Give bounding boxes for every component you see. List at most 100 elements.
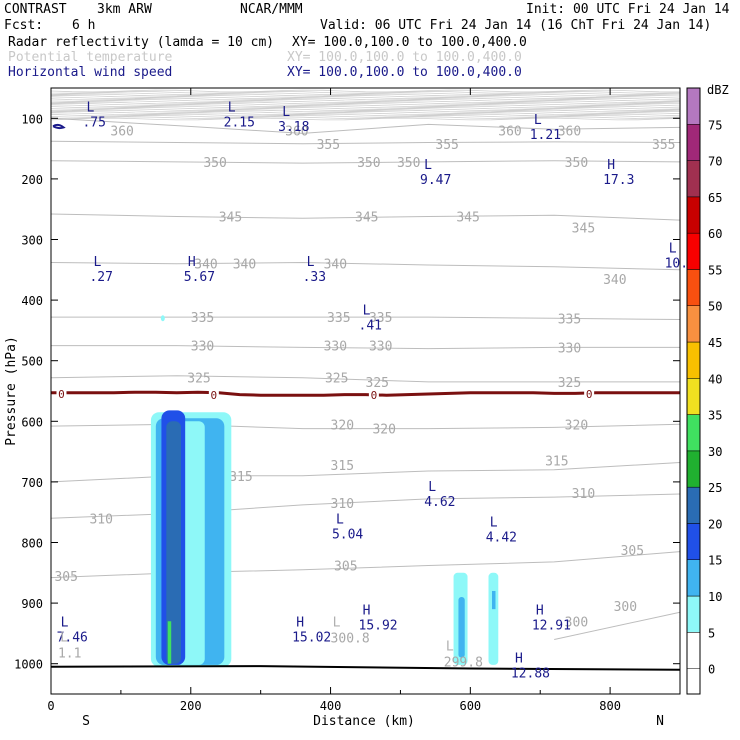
field-theta-xy: XY= 100.0,100.0 to 100.0,400.0 [287,50,522,65]
theta-extremum-type: L [60,631,68,646]
colorbar-swatch [686,196,701,234]
colorbar-level-label: 70 [708,155,722,169]
wind-extremum-type: L [490,515,498,530]
colorbar-swatch [686,160,701,198]
isentrope-label: 315 [545,455,568,470]
y-tick-label: 400 [21,294,43,308]
app-title: CONTRAST [4,2,67,17]
colorbar-frame [686,87,701,695]
north-label: N [656,714,664,729]
colorbar-swatch [686,523,701,560]
zero-contour-label: 0 [58,388,65,401]
forecast-label: Fcst: [4,18,44,33]
wind-extremum-value: .75 [82,115,105,130]
isentrope-label: 320 [372,423,395,438]
isentrope-label: 305 [621,544,644,559]
wind-extremum-type: L [424,158,432,173]
wind-contour-marker [52,123,66,130]
reflectivity-speck [160,315,165,322]
colorbar-swatch [686,305,701,343]
colorbar-level-label: 0 [708,663,715,677]
wind-extremum-value: 12.91 [532,618,571,633]
isentrope-345-line [50,213,681,221]
isentrope-label: 335 [191,311,214,326]
isentrope-label: 305 [54,570,77,585]
isentrope-label: 310 [331,497,354,512]
isentrope-label: 305 [334,560,357,575]
wind-extremum-value: 7.46 [57,630,88,645]
colorbar-swatch [686,232,701,270]
isentrope-label: 360 [558,124,581,139]
colorbar-unit-label: dBZ [707,83,729,97]
wind-extremum-value: 15.02 [292,630,331,645]
zero-label-bg [56,387,67,401]
colorbar-level-label: 35 [708,409,722,423]
colorbar-swatch [686,124,701,161]
isentrope-label: 325 [187,372,210,387]
wind-extremum-value: 17.3 [603,173,634,188]
isentrope-label: 315 [331,459,354,474]
isentrope-label: 360 [110,124,133,139]
wind-extremum-type: L [94,255,102,270]
colorbar-swatch [686,486,701,524]
isentrope-label: 350 [565,156,588,171]
colorbar-level-label: 60 [708,227,722,241]
isentrope-upper-line [50,115,680,118]
isentrope-label: 300 [614,600,637,615]
y-tick-label: 600 [21,415,43,429]
x-tick-label: 200 [180,699,202,713]
isentrope-300-line [554,611,681,640]
colorbar-swatch [686,269,701,306]
isentrope-label: 320 [331,418,354,433]
x-tick-label: 800 [599,699,621,713]
wind-extremum-type: L [282,105,290,120]
isentrope-350-line [50,160,681,164]
wind-extremum-value: .27 [89,270,112,285]
wind-extremum-value: 3.18 [278,120,309,135]
y-tick-label: 900 [21,597,43,611]
wind-extremum-type: H [188,255,196,270]
wind-extremum-type: L [228,100,236,115]
y-tick-label: 800 [21,537,43,551]
isentrope-upper-line [50,103,681,106]
x-tick-label: 400 [320,699,342,713]
y-tick-label: 700 [21,476,43,490]
plot-frame [50,87,681,695]
colorbar-level-label: 25 [708,481,722,495]
isentrope-label: 340 [233,258,256,273]
zero-label-bg [208,388,219,402]
colorbar-level-label: 20 [708,517,722,531]
isentrope-upper-line [50,112,681,116]
isentrope-upper-line [50,111,681,114]
isentrope-upper-line [50,105,681,109]
y-tick-label: 100 [21,112,43,126]
wind-extremum-value: 1.21 [530,128,561,143]
surface-line [50,665,681,671]
colorbar-level-label: 40 [708,372,722,386]
y-tick-label: 200 [21,173,43,187]
reflectivity-10dbz-cell-a [458,597,465,658]
isentrope-upper-line [51,116,681,119]
isentrope-label: 325 [325,372,348,387]
isentrope-label: 330 [324,340,347,355]
valid-time: Valid: 06 UTC Fri 24 Jan 14 (16 ChT Fri … [320,18,712,33]
colorbar-swatch [686,450,701,488]
isentrope-label: 345 [355,210,378,225]
zero-label-bg [368,388,379,402]
isentrope-label: 340 [194,258,217,273]
field-reflectivity-xy: XY= 100.0,100.0 to 100.0,400.0 [292,35,527,50]
isentrope-label: 300 [565,615,588,630]
colorbar-swatch [686,632,701,669]
forecast-hour: 6 h [72,18,96,33]
colorbar-level-label: 75 [708,118,722,132]
reflectivity-20dbz-region [166,421,181,664]
isentrope-label: 340 [603,273,626,288]
isentrope-label: 325 [558,376,581,391]
isentrope-label: 350 [203,156,226,171]
init-time: Init: 00 UTC Fri 24 Jan 14 [526,2,730,17]
isentrope-label: 330 [191,340,214,355]
field-reflectivity-name: Radar reflectivity (lamda = 10 cm) [8,35,275,50]
colorbar-level-label: 30 [708,445,722,459]
wind-extremum-type: H [607,158,615,173]
